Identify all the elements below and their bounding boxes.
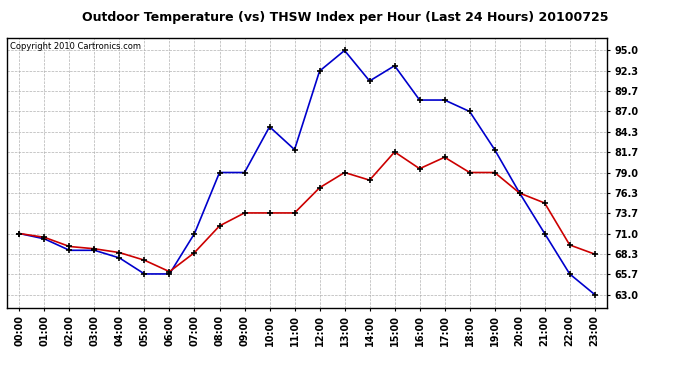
Text: Copyright 2010 Cartronics.com: Copyright 2010 Cartronics.com [10, 42, 141, 51]
Text: Outdoor Temperature (vs) THSW Index per Hour (Last 24 Hours) 20100725: Outdoor Temperature (vs) THSW Index per … [81, 11, 609, 24]
